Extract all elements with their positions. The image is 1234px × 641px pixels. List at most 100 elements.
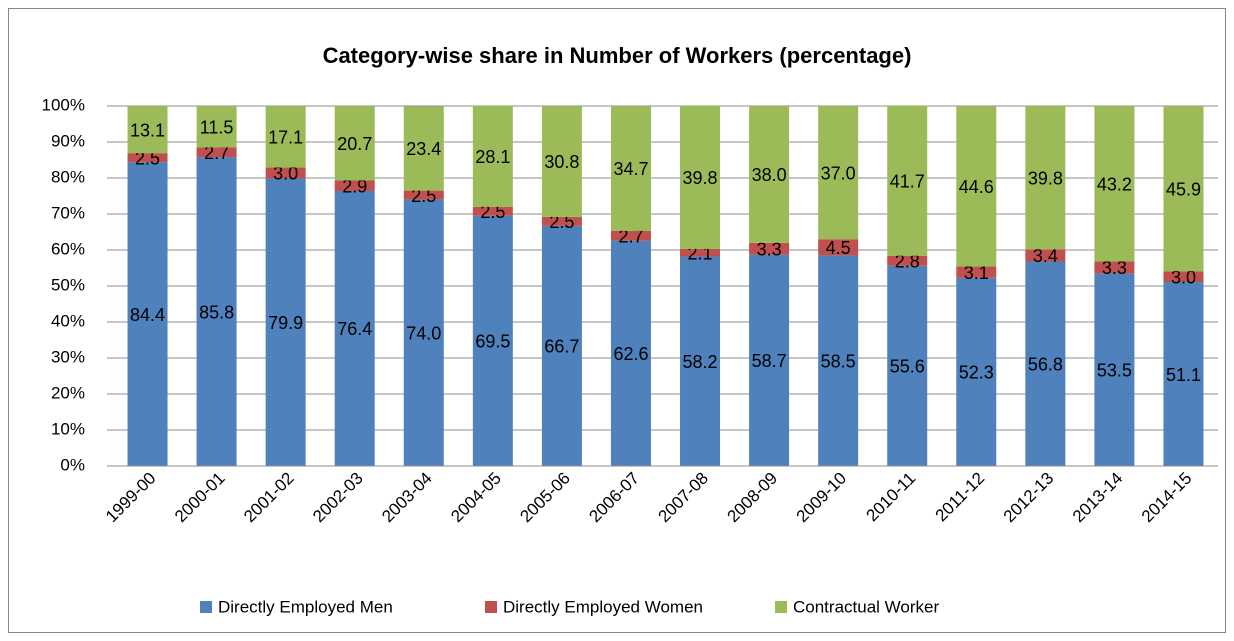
data-label: 58.2	[683, 352, 718, 372]
data-label: 44.6	[959, 177, 994, 197]
bar-segment	[956, 266, 997, 278]
bar-segment	[127, 106, 168, 154]
data-label: 41.7	[890, 171, 925, 191]
bar-segment	[956, 106, 997, 267]
bar-segment	[196, 106, 237, 148]
legend-swatch	[485, 601, 497, 613]
y-tick-label: 90%	[51, 131, 85, 150]
bar-segment	[265, 178, 306, 467]
bar-segment	[403, 106, 444, 191]
data-label: 3.0	[273, 164, 298, 184]
data-label: 38.0	[752, 165, 787, 185]
data-label: 3.1	[964, 263, 989, 283]
data-label: 53.5	[1097, 360, 1132, 380]
bar-segment	[1025, 261, 1066, 466]
bar-segment	[1094, 273, 1135, 466]
data-label: 2.7	[204, 143, 229, 163]
bar-segment	[680, 105, 721, 249]
y-tick-label: 50%	[51, 275, 85, 294]
y-tick-label: 100%	[42, 95, 85, 114]
data-label: 3.3	[757, 239, 782, 259]
data-label: 20.7	[337, 134, 372, 154]
y-tick-label: 60%	[51, 239, 85, 258]
data-label: 3.4	[1033, 246, 1058, 266]
data-label: 58.5	[821, 351, 856, 371]
data-label: 74.0	[406, 324, 441, 344]
y-tick-label: 30%	[51, 347, 85, 366]
bar-segment	[887, 255, 928, 266]
bar-segment	[127, 153, 168, 163]
chart-title: Category-wise share in Number of Workers…	[323, 43, 912, 68]
bar-segment	[610, 240, 651, 466]
bar-segment	[887, 265, 928, 466]
data-label: 2.9	[342, 176, 367, 196]
data-label: 30.8	[544, 152, 579, 172]
data-label: 79.9	[268, 313, 303, 333]
bar-segment	[1094, 106, 1135, 262]
bar-segment	[1163, 106, 1204, 272]
y-tick-label: 40%	[51, 311, 85, 330]
bar-segment	[127, 162, 168, 466]
data-label: 52.3	[959, 363, 994, 383]
bar-segment	[610, 106, 651, 231]
data-label: 2.8	[895, 252, 920, 272]
y-tick-label: 10%	[51, 419, 85, 438]
bar-segment	[196, 157, 237, 466]
bar-segment	[1094, 261, 1135, 274]
data-label: 28.1	[475, 147, 510, 167]
bar-segment	[472, 206, 513, 216]
data-label: 76.4	[337, 319, 372, 339]
data-label: 39.8	[1028, 168, 1063, 188]
data-label: 2.5	[411, 186, 436, 206]
data-label: 3.0	[1171, 267, 1196, 287]
data-label: 23.4	[406, 139, 441, 159]
bar-segment	[749, 254, 790, 466]
data-label: 2.5	[549, 212, 574, 232]
data-label: 37.0	[821, 163, 856, 183]
data-label: 45.9	[1166, 179, 1201, 199]
bar-segment	[956, 277, 997, 466]
bar-segment	[334, 180, 375, 191]
data-label: 69.5	[475, 332, 510, 352]
bar-segment	[541, 216, 582, 226]
data-label: 58.7	[752, 351, 787, 371]
bar-segment	[887, 105, 928, 256]
bar-segment	[818, 106, 859, 240]
data-label: 55.6	[890, 357, 925, 377]
legend-label: Directly Employed Women	[503, 597, 703, 616]
bar-segment	[749, 106, 790, 243]
legend-label: Contractual Worker	[793, 597, 939, 616]
bar-segment	[334, 190, 375, 466]
bar-segment	[1163, 271, 1204, 283]
y-tick-label: 70%	[51, 203, 85, 222]
data-label: 34.7	[613, 159, 648, 179]
bar-segment	[610, 230, 651, 241]
bar-segment	[403, 199, 444, 466]
bar-segment	[818, 255, 859, 466]
bar-segment	[541, 225, 582, 466]
data-label: 3.3	[1102, 258, 1127, 278]
bar-segment	[334, 106, 375, 181]
data-label: 85.8	[199, 302, 234, 322]
data-label: 51.1	[1166, 365, 1201, 385]
data-label: 2.7	[618, 227, 643, 247]
legend-swatch	[200, 601, 212, 613]
data-label: 84.4	[130, 305, 165, 325]
bar-segment	[749, 242, 790, 255]
data-label: 66.7	[544, 337, 579, 357]
data-label: 13.1	[130, 120, 165, 140]
bar-segment	[196, 147, 237, 158]
bar-segment	[818, 239, 859, 256]
bar-segment	[1025, 249, 1066, 262]
bar-segment	[265, 106, 306, 168]
bar-segment	[680, 256, 721, 466]
y-tick-label: 20%	[51, 383, 85, 402]
bar-segment	[403, 190, 444, 200]
data-label: 4.5	[826, 238, 851, 258]
legend-swatch	[775, 601, 787, 613]
bar-segment	[265, 167, 306, 179]
bar-segment	[472, 215, 513, 466]
bar-segment	[680, 248, 721, 257]
bar-segment	[541, 106, 582, 217]
